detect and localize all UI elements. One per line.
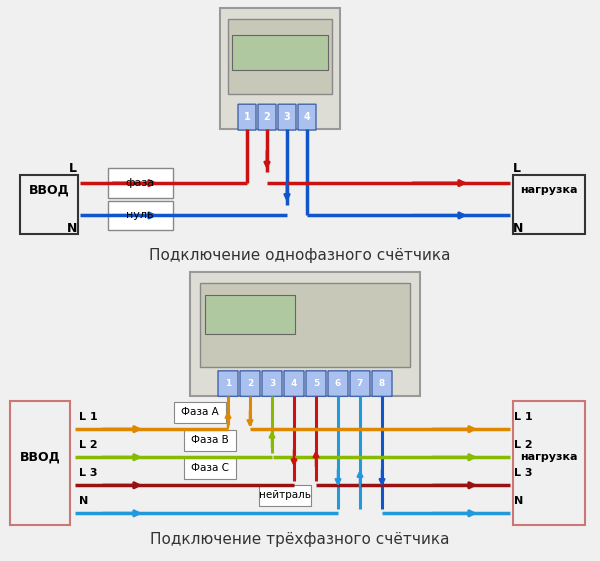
FancyBboxPatch shape: [238, 104, 256, 130]
Text: L: L: [513, 162, 521, 175]
Bar: [220, 8, 340, 129]
Text: Подключение трёхфазного счётчика: Подключение трёхфазного счётчика: [150, 532, 450, 547]
Text: N: N: [513, 222, 523, 235]
Text: L 2: L 2: [514, 440, 533, 450]
Text: Подключение однофазного счётчика: Подключение однофазного счётчика: [149, 247, 451, 263]
Text: 3: 3: [269, 379, 275, 388]
Text: 1: 1: [244, 112, 250, 122]
Bar: [200, 283, 410, 367]
Text: N: N: [67, 222, 77, 235]
Text: нуль: нуль: [126, 210, 154, 220]
Text: нейтраль: нейтраль: [259, 490, 311, 500]
Text: Фаза А: Фаза А: [181, 407, 219, 417]
FancyBboxPatch shape: [372, 371, 392, 396]
FancyBboxPatch shape: [240, 371, 260, 396]
Text: 3: 3: [284, 112, 290, 122]
Text: ВВОД: ВВОД: [20, 450, 61, 464]
Text: 8: 8: [379, 379, 385, 388]
Text: Фаза В: Фаза В: [191, 435, 229, 445]
Text: L 1: L 1: [79, 412, 98, 422]
Bar: [232, 35, 328, 70]
FancyBboxPatch shape: [218, 371, 238, 396]
Bar: [184, 430, 236, 451]
Text: нагрузка: нагрузка: [520, 452, 578, 462]
FancyBboxPatch shape: [278, 104, 296, 130]
Bar: [513, 401, 585, 525]
FancyBboxPatch shape: [328, 371, 348, 396]
Bar: [108, 168, 173, 198]
Text: N: N: [79, 496, 88, 506]
Text: 4: 4: [291, 379, 297, 388]
FancyBboxPatch shape: [298, 104, 316, 130]
Text: Фаза С: Фаза С: [191, 463, 229, 473]
Text: L 3: L 3: [514, 468, 533, 478]
Text: L 1: L 1: [514, 412, 533, 422]
Bar: [190, 272, 420, 396]
Text: 5: 5: [313, 379, 319, 388]
FancyBboxPatch shape: [284, 371, 304, 396]
Text: 7: 7: [357, 379, 363, 388]
Bar: [228, 19, 332, 94]
Bar: [184, 458, 236, 479]
Bar: [10, 401, 70, 525]
Text: нагрузка: нагрузка: [520, 185, 578, 195]
Bar: [259, 485, 311, 505]
Text: L 3: L 3: [79, 468, 97, 478]
Bar: [20, 175, 78, 234]
FancyBboxPatch shape: [258, 104, 276, 130]
Bar: [513, 175, 585, 234]
Text: 1: 1: [225, 379, 231, 388]
Text: фаза: фаза: [125, 178, 155, 188]
Text: 2: 2: [263, 112, 271, 122]
Text: 6: 6: [335, 379, 341, 388]
Text: 4: 4: [304, 112, 310, 122]
Bar: [205, 295, 295, 334]
FancyBboxPatch shape: [306, 371, 326, 396]
Text: ВВОД: ВВОД: [29, 183, 70, 196]
FancyBboxPatch shape: [262, 371, 282, 396]
Text: L: L: [69, 162, 77, 175]
Text: 2: 2: [247, 379, 253, 388]
Text: N: N: [514, 496, 523, 506]
FancyBboxPatch shape: [350, 371, 370, 396]
Bar: [174, 402, 226, 423]
Text: L 2: L 2: [79, 440, 98, 450]
Bar: [108, 201, 173, 230]
